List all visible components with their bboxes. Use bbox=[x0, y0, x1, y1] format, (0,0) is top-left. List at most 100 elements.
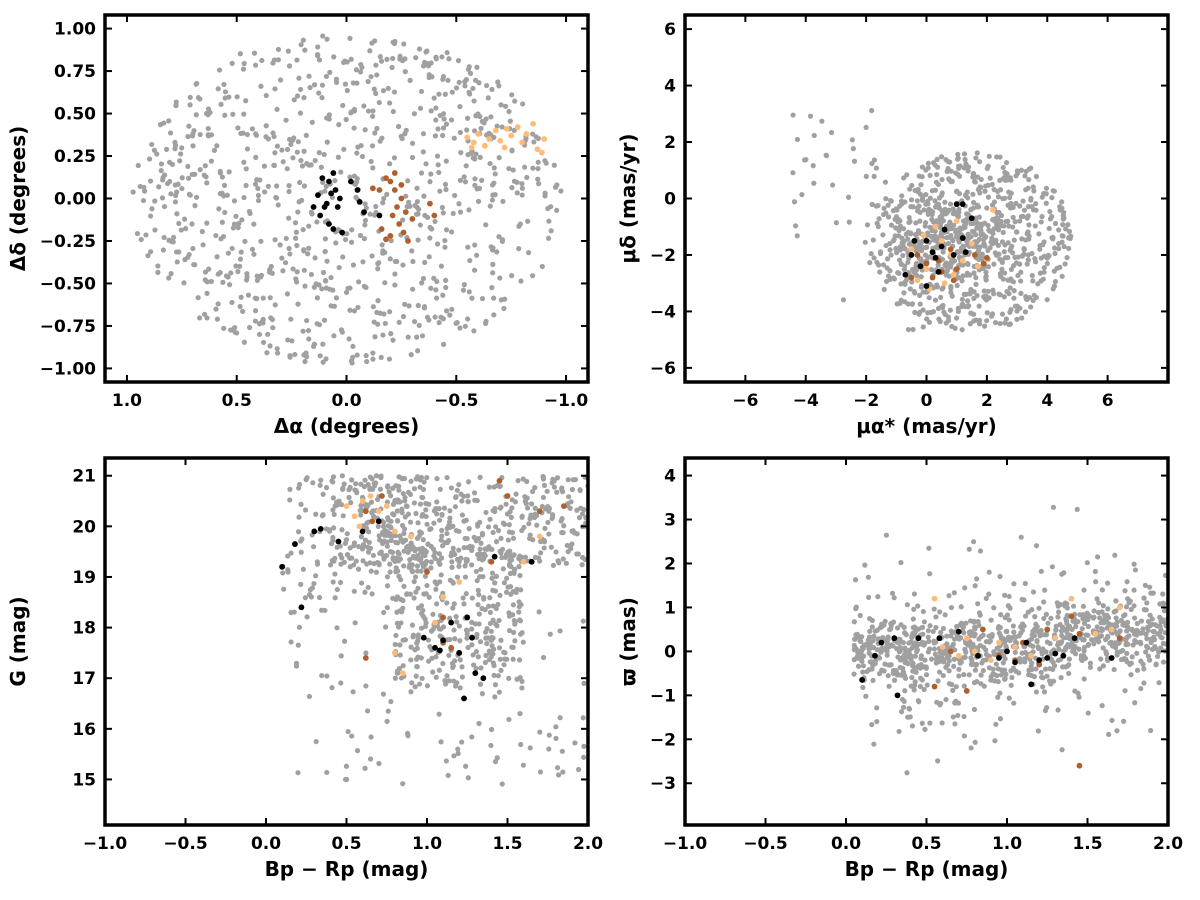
background-point bbox=[173, 192, 179, 199]
data-point bbox=[480, 675, 487, 682]
background-point bbox=[469, 642, 475, 648]
background-point bbox=[418, 88, 425, 95]
background-point bbox=[477, 574, 483, 580]
background-point bbox=[899, 193, 905, 199]
background-point bbox=[348, 110, 354, 116]
data-point bbox=[311, 528, 318, 535]
background-point bbox=[251, 251, 257, 257]
data-point bbox=[356, 198, 363, 205]
background-point bbox=[1064, 255, 1070, 261]
background-point bbox=[358, 512, 364, 518]
background-point bbox=[906, 640, 912, 646]
background-point bbox=[571, 530, 578, 536]
background-point bbox=[288, 639, 294, 645]
background-point bbox=[792, 223, 799, 229]
data-point bbox=[396, 221, 403, 227]
background-point bbox=[350, 343, 356, 349]
background-point bbox=[851, 657, 857, 663]
background-point bbox=[1156, 680, 1162, 686]
background-point bbox=[501, 305, 507, 312]
background-point bbox=[440, 132, 446, 139]
background-point bbox=[299, 536, 305, 542]
background-point bbox=[302, 358, 308, 365]
background-point bbox=[877, 269, 883, 275]
data-point bbox=[448, 619, 455, 626]
background-point bbox=[349, 360, 355, 366]
background-point bbox=[1046, 225, 1052, 232]
background-point bbox=[197, 131, 203, 138]
background-point bbox=[488, 742, 494, 749]
background-point bbox=[152, 198, 158, 204]
background-point bbox=[312, 157, 318, 164]
background-point bbox=[296, 485, 302, 491]
background-point bbox=[367, 545, 374, 551]
background-point bbox=[966, 672, 972, 678]
background-point bbox=[243, 166, 249, 172]
background-point bbox=[379, 242, 385, 248]
background-point bbox=[384, 56, 390, 62]
background-point bbox=[226, 169, 232, 175]
background-point bbox=[937, 609, 943, 615]
background-point bbox=[277, 242, 283, 248]
background-point bbox=[1042, 666, 1049, 672]
background-point bbox=[963, 649, 969, 655]
background-point bbox=[950, 206, 956, 212]
background-point bbox=[916, 626, 922, 632]
background-point bbox=[1070, 618, 1076, 624]
background-point bbox=[316, 150, 322, 156]
background-point bbox=[469, 544, 475, 550]
background-point bbox=[364, 561, 370, 567]
data-point bbox=[953, 218, 960, 224]
background-point bbox=[412, 647, 418, 653]
data-point bbox=[359, 528, 366, 535]
background-point bbox=[556, 560, 562, 566]
background-point bbox=[956, 209, 962, 216]
background-point bbox=[270, 130, 276, 136]
data-point bbox=[399, 670, 406, 677]
background-point bbox=[485, 524, 492, 530]
background-point bbox=[383, 553, 390, 559]
background-point bbox=[1007, 205, 1014, 211]
background-point bbox=[241, 339, 247, 345]
background-point bbox=[183, 225, 189, 232]
background-point bbox=[438, 314, 444, 320]
background-point bbox=[363, 650, 369, 656]
background-point bbox=[1091, 641, 1097, 647]
background-point bbox=[514, 190, 520, 196]
background-point bbox=[442, 677, 448, 684]
background-point bbox=[893, 206, 899, 212]
background-stars bbox=[130, 33, 564, 366]
background-point bbox=[486, 603, 492, 609]
background-point bbox=[1098, 626, 1105, 632]
background-point bbox=[418, 655, 424, 661]
background-point bbox=[1087, 664, 1093, 670]
background-point bbox=[295, 209, 301, 215]
background-point bbox=[546, 746, 552, 752]
background-point bbox=[912, 632, 918, 638]
background-point bbox=[942, 199, 948, 205]
background-point bbox=[938, 629, 944, 636]
data-point bbox=[398, 182, 405, 188]
y-tick-label: 2 bbox=[664, 133, 676, 153]
data-point bbox=[931, 595, 938, 602]
background-point bbox=[185, 163, 191, 170]
background-point bbox=[1141, 680, 1147, 686]
background-point bbox=[870, 677, 876, 684]
background-point bbox=[964, 239, 970, 245]
background-point bbox=[380, 691, 387, 697]
background-point bbox=[436, 517, 443, 523]
background-point bbox=[811, 180, 817, 186]
background-point bbox=[420, 149, 426, 155]
background-point bbox=[1056, 227, 1062, 233]
background-point bbox=[1160, 640, 1166, 647]
background-point bbox=[274, 346, 280, 352]
background-point bbox=[1020, 198, 1026, 204]
background-point bbox=[182, 257, 188, 263]
background-point bbox=[1121, 718, 1127, 724]
background-point bbox=[454, 574, 460, 580]
background-point bbox=[919, 720, 925, 726]
background-point bbox=[918, 655, 924, 661]
background-point bbox=[407, 491, 414, 498]
background-point bbox=[368, 734, 374, 740]
background-point bbox=[1025, 185, 1031, 191]
